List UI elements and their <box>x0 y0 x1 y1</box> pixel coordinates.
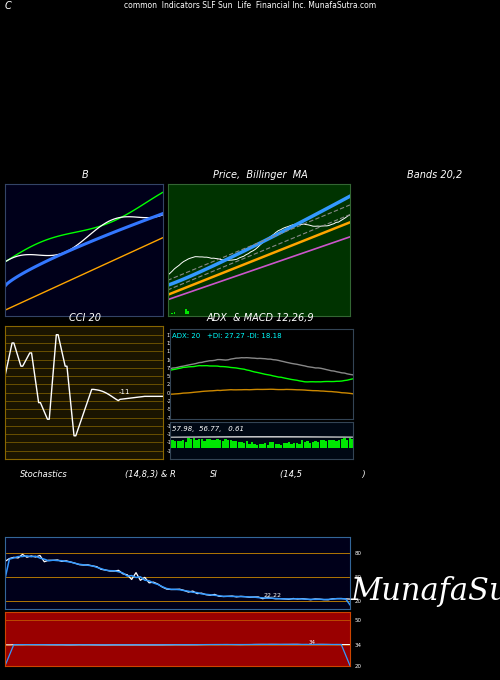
Bar <box>208 439 211 448</box>
Text: 57.98,  56.77,   0.61: 57.98, 56.77, 0.61 <box>172 426 244 432</box>
Bar <box>219 440 222 448</box>
Bar <box>188 311 189 314</box>
Bar <box>278 444 280 448</box>
Text: MunafaSutra.com: MunafaSutra.com <box>350 576 500 607</box>
Bar <box>180 441 182 448</box>
Bar <box>216 439 219 448</box>
Bar <box>320 440 322 448</box>
Bar <box>211 440 214 448</box>
Bar <box>174 441 176 448</box>
Bar <box>200 439 203 448</box>
Text: B: B <box>82 170 88 180</box>
Bar <box>348 438 351 448</box>
Bar <box>344 439 346 448</box>
Text: -11: -11 <box>118 390 130 395</box>
Bar <box>274 444 277 448</box>
Bar <box>270 442 272 448</box>
Bar <box>280 445 282 448</box>
Bar <box>264 443 266 448</box>
Bar <box>166 309 168 314</box>
Text: common  Indicators SLF Sun  Life  Financial Inc. MunafaSutra.com: common Indicators SLF Sun Life Financial… <box>124 1 376 10</box>
Bar <box>171 313 173 314</box>
Bar <box>336 441 338 448</box>
Text: (14,5                       ): (14,5 ) <box>280 471 366 479</box>
Bar <box>254 444 256 448</box>
Text: 34: 34 <box>308 640 316 645</box>
Bar <box>182 440 184 448</box>
Bar <box>184 442 187 448</box>
Text: C: C <box>5 1 12 12</box>
Bar <box>227 440 230 448</box>
Bar <box>322 440 324 448</box>
Text: Price,  Billinger  MA: Price, Billinger MA <box>212 170 308 180</box>
Bar <box>298 443 301 448</box>
Bar <box>317 442 320 448</box>
Bar <box>230 440 232 448</box>
Bar <box>206 439 208 448</box>
Bar <box>240 443 242 448</box>
Text: (14,8,3) & R: (14,8,3) & R <box>125 471 176 479</box>
Bar <box>293 443 296 448</box>
Bar <box>262 443 264 448</box>
Bar <box>338 441 340 448</box>
Bar <box>192 439 195 448</box>
Bar <box>304 442 306 448</box>
Text: Bands 20,2: Bands 20,2 <box>408 170 463 180</box>
Bar <box>296 443 298 448</box>
Bar <box>288 442 290 448</box>
Bar <box>256 445 258 448</box>
Bar <box>190 439 192 448</box>
Bar <box>312 443 314 448</box>
Bar <box>222 441 224 448</box>
Bar <box>346 441 348 448</box>
Bar <box>174 311 176 314</box>
Text: CCI 20: CCI 20 <box>69 313 101 323</box>
Bar <box>172 440 174 448</box>
Text: ADX: 20   +DI: 27.27 -DI: 18.18: ADX: 20 +DI: 27.27 -DI: 18.18 <box>172 333 282 339</box>
Bar <box>325 441 327 448</box>
Bar <box>196 440 198 448</box>
Bar <box>188 439 190 448</box>
Bar <box>282 443 285 448</box>
Text: ADX  & MACD 12,26,9: ADX & MACD 12,26,9 <box>206 313 314 323</box>
Bar <box>340 439 343 448</box>
Bar <box>232 441 234 448</box>
Bar <box>309 443 312 448</box>
Bar <box>185 309 187 314</box>
Bar <box>301 441 304 448</box>
Text: 22.22: 22.22 <box>264 593 282 598</box>
Bar <box>224 439 226 448</box>
Bar <box>272 443 274 448</box>
Bar <box>203 441 205 448</box>
Bar <box>290 444 293 448</box>
Bar <box>333 440 335 448</box>
Bar <box>248 445 250 448</box>
Bar <box>176 441 179 448</box>
Bar <box>258 444 261 448</box>
Bar <box>169 442 171 448</box>
Bar <box>285 443 288 448</box>
Text: SI: SI <box>210 471 218 479</box>
Bar <box>314 441 316 448</box>
Bar <box>238 441 240 448</box>
Bar <box>306 441 308 448</box>
Bar <box>246 441 248 448</box>
Bar <box>266 445 269 448</box>
Bar <box>251 442 253 448</box>
Text: Stochastics: Stochastics <box>20 471 68 479</box>
Bar <box>330 440 332 448</box>
Bar <box>328 440 330 448</box>
Bar <box>352 439 354 448</box>
Bar <box>243 443 245 448</box>
Bar <box>198 439 200 448</box>
Bar <box>214 440 216 448</box>
Bar <box>235 441 238 448</box>
